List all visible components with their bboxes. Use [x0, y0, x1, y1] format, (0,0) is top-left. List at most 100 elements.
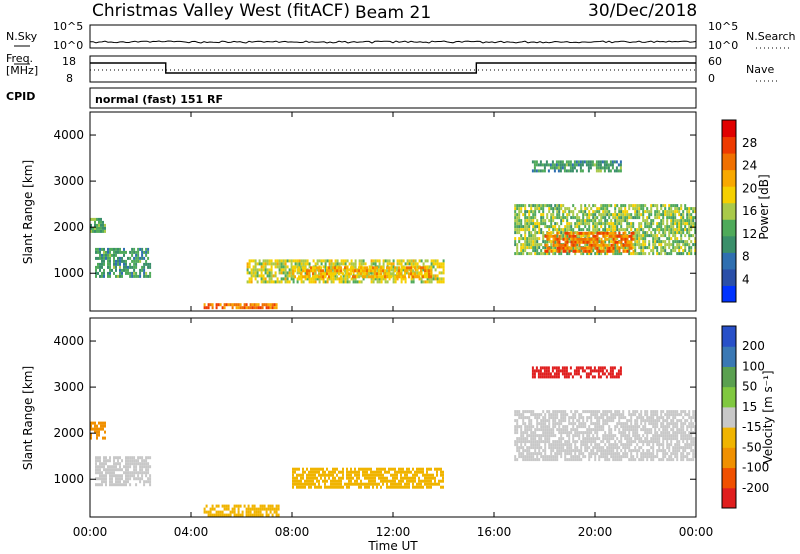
velocity-cell [340, 485, 342, 489]
velocity-cell [522, 458, 525, 462]
power-cell [572, 231, 575, 235]
velocity-cell [354, 482, 356, 486]
velocity-cell [430, 467, 432, 471]
velocity-cell [346, 467, 348, 471]
power-cell [538, 207, 541, 211]
power-cell [636, 234, 639, 238]
power-cell [133, 250, 136, 254]
velocity-cell [131, 462, 134, 466]
velocity-cell [606, 437, 609, 441]
power-cell [578, 210, 581, 214]
power-cell [594, 231, 597, 235]
velocity-cell [107, 471, 109, 475]
power-cell [548, 225, 551, 229]
power-cell [550, 222, 553, 226]
velocity-cell [312, 470, 314, 474]
velocity-colorbar-swatch [722, 406, 736, 428]
velocity-cell [577, 369, 580, 373]
power-cell [694, 222, 697, 226]
power-cell [442, 277, 445, 281]
power-cell [636, 213, 639, 217]
power-cell [626, 240, 629, 244]
velocity-cell [614, 458, 617, 462]
power-cell [248, 265, 251, 269]
velocity-cell [611, 366, 614, 370]
velocity-cell [143, 483, 146, 487]
velocity-cell [674, 455, 677, 459]
velocity-cell [544, 440, 547, 444]
velocity-cell [630, 455, 633, 459]
power-cell [326, 269, 328, 273]
power-cell [694, 243, 697, 247]
velocity-cell [522, 452, 525, 456]
power-cell [656, 252, 659, 256]
velocity-cell [296, 485, 298, 489]
power-cell [350, 259, 353, 263]
velocity-cell [558, 449, 561, 453]
velocity-cell [366, 485, 368, 489]
power-cell [672, 249, 675, 253]
power-cell [139, 256, 142, 260]
velocity-cell [259, 513, 262, 517]
power-cell [674, 228, 677, 232]
velocity-cell [588, 458, 591, 462]
power-cell [104, 229, 106, 233]
power-cell [632, 237, 635, 241]
power-cell [272, 262, 275, 266]
velocity-cell [420, 482, 422, 486]
power-cell [538, 231, 541, 235]
power-cell [334, 259, 337, 263]
velocity-cell [538, 428, 541, 432]
velocity-cell [636, 422, 639, 426]
velocity-cell [536, 440, 539, 444]
velocity-cell [532, 413, 535, 417]
velocity-cell [90, 424, 92, 428]
power-cell [599, 163, 602, 167]
power-cell [374, 275, 376, 279]
velocity-cell [103, 456, 105, 460]
velocity-cell [362, 470, 364, 474]
power-cell [612, 231, 615, 235]
velocity-cell [522, 416, 525, 420]
power-cell [624, 228, 627, 232]
velocity-cell [603, 366, 606, 370]
power-cell [552, 243, 555, 247]
power-cell [440, 262, 443, 266]
power-cell [296, 277, 299, 281]
power-cell [684, 207, 687, 211]
velocity-cell [125, 462, 127, 466]
power-cell [530, 252, 533, 256]
velocity-cell [662, 449, 665, 453]
power-cell [272, 274, 275, 278]
power-cell [97, 250, 99, 254]
velocity-cell [574, 458, 577, 462]
velocity-cell [253, 504, 256, 508]
power-cell [550, 231, 553, 235]
velocity-cell [350, 467, 352, 471]
velocity-cell [660, 443, 663, 447]
power-cell [308, 272, 310, 276]
power-cell [608, 246, 611, 250]
velocity-cell [103, 480, 105, 484]
power-cell [274, 265, 277, 269]
power-cell [129, 262, 132, 266]
power-cell [145, 247, 148, 251]
power-cell [314, 280, 317, 284]
velocity-cell [552, 434, 555, 438]
power-cell [569, 163, 572, 167]
velocity-cell [553, 372, 556, 376]
velocity-cell [149, 483, 152, 487]
velocity-cell [149, 477, 152, 481]
power-cell [312, 266, 314, 270]
velocity-cell [608, 410, 611, 414]
velocity-cell [522, 434, 525, 438]
velocity-cell [650, 452, 653, 456]
velocity-cell [514, 419, 517, 423]
velocity-cell [90, 433, 92, 437]
velocity-cell [622, 455, 625, 459]
velocity-cell [672, 446, 675, 450]
power-cell [546, 240, 549, 244]
velocity-cell [336, 485, 338, 489]
power-cell [113, 262, 115, 266]
velocity-cell [420, 470, 422, 474]
